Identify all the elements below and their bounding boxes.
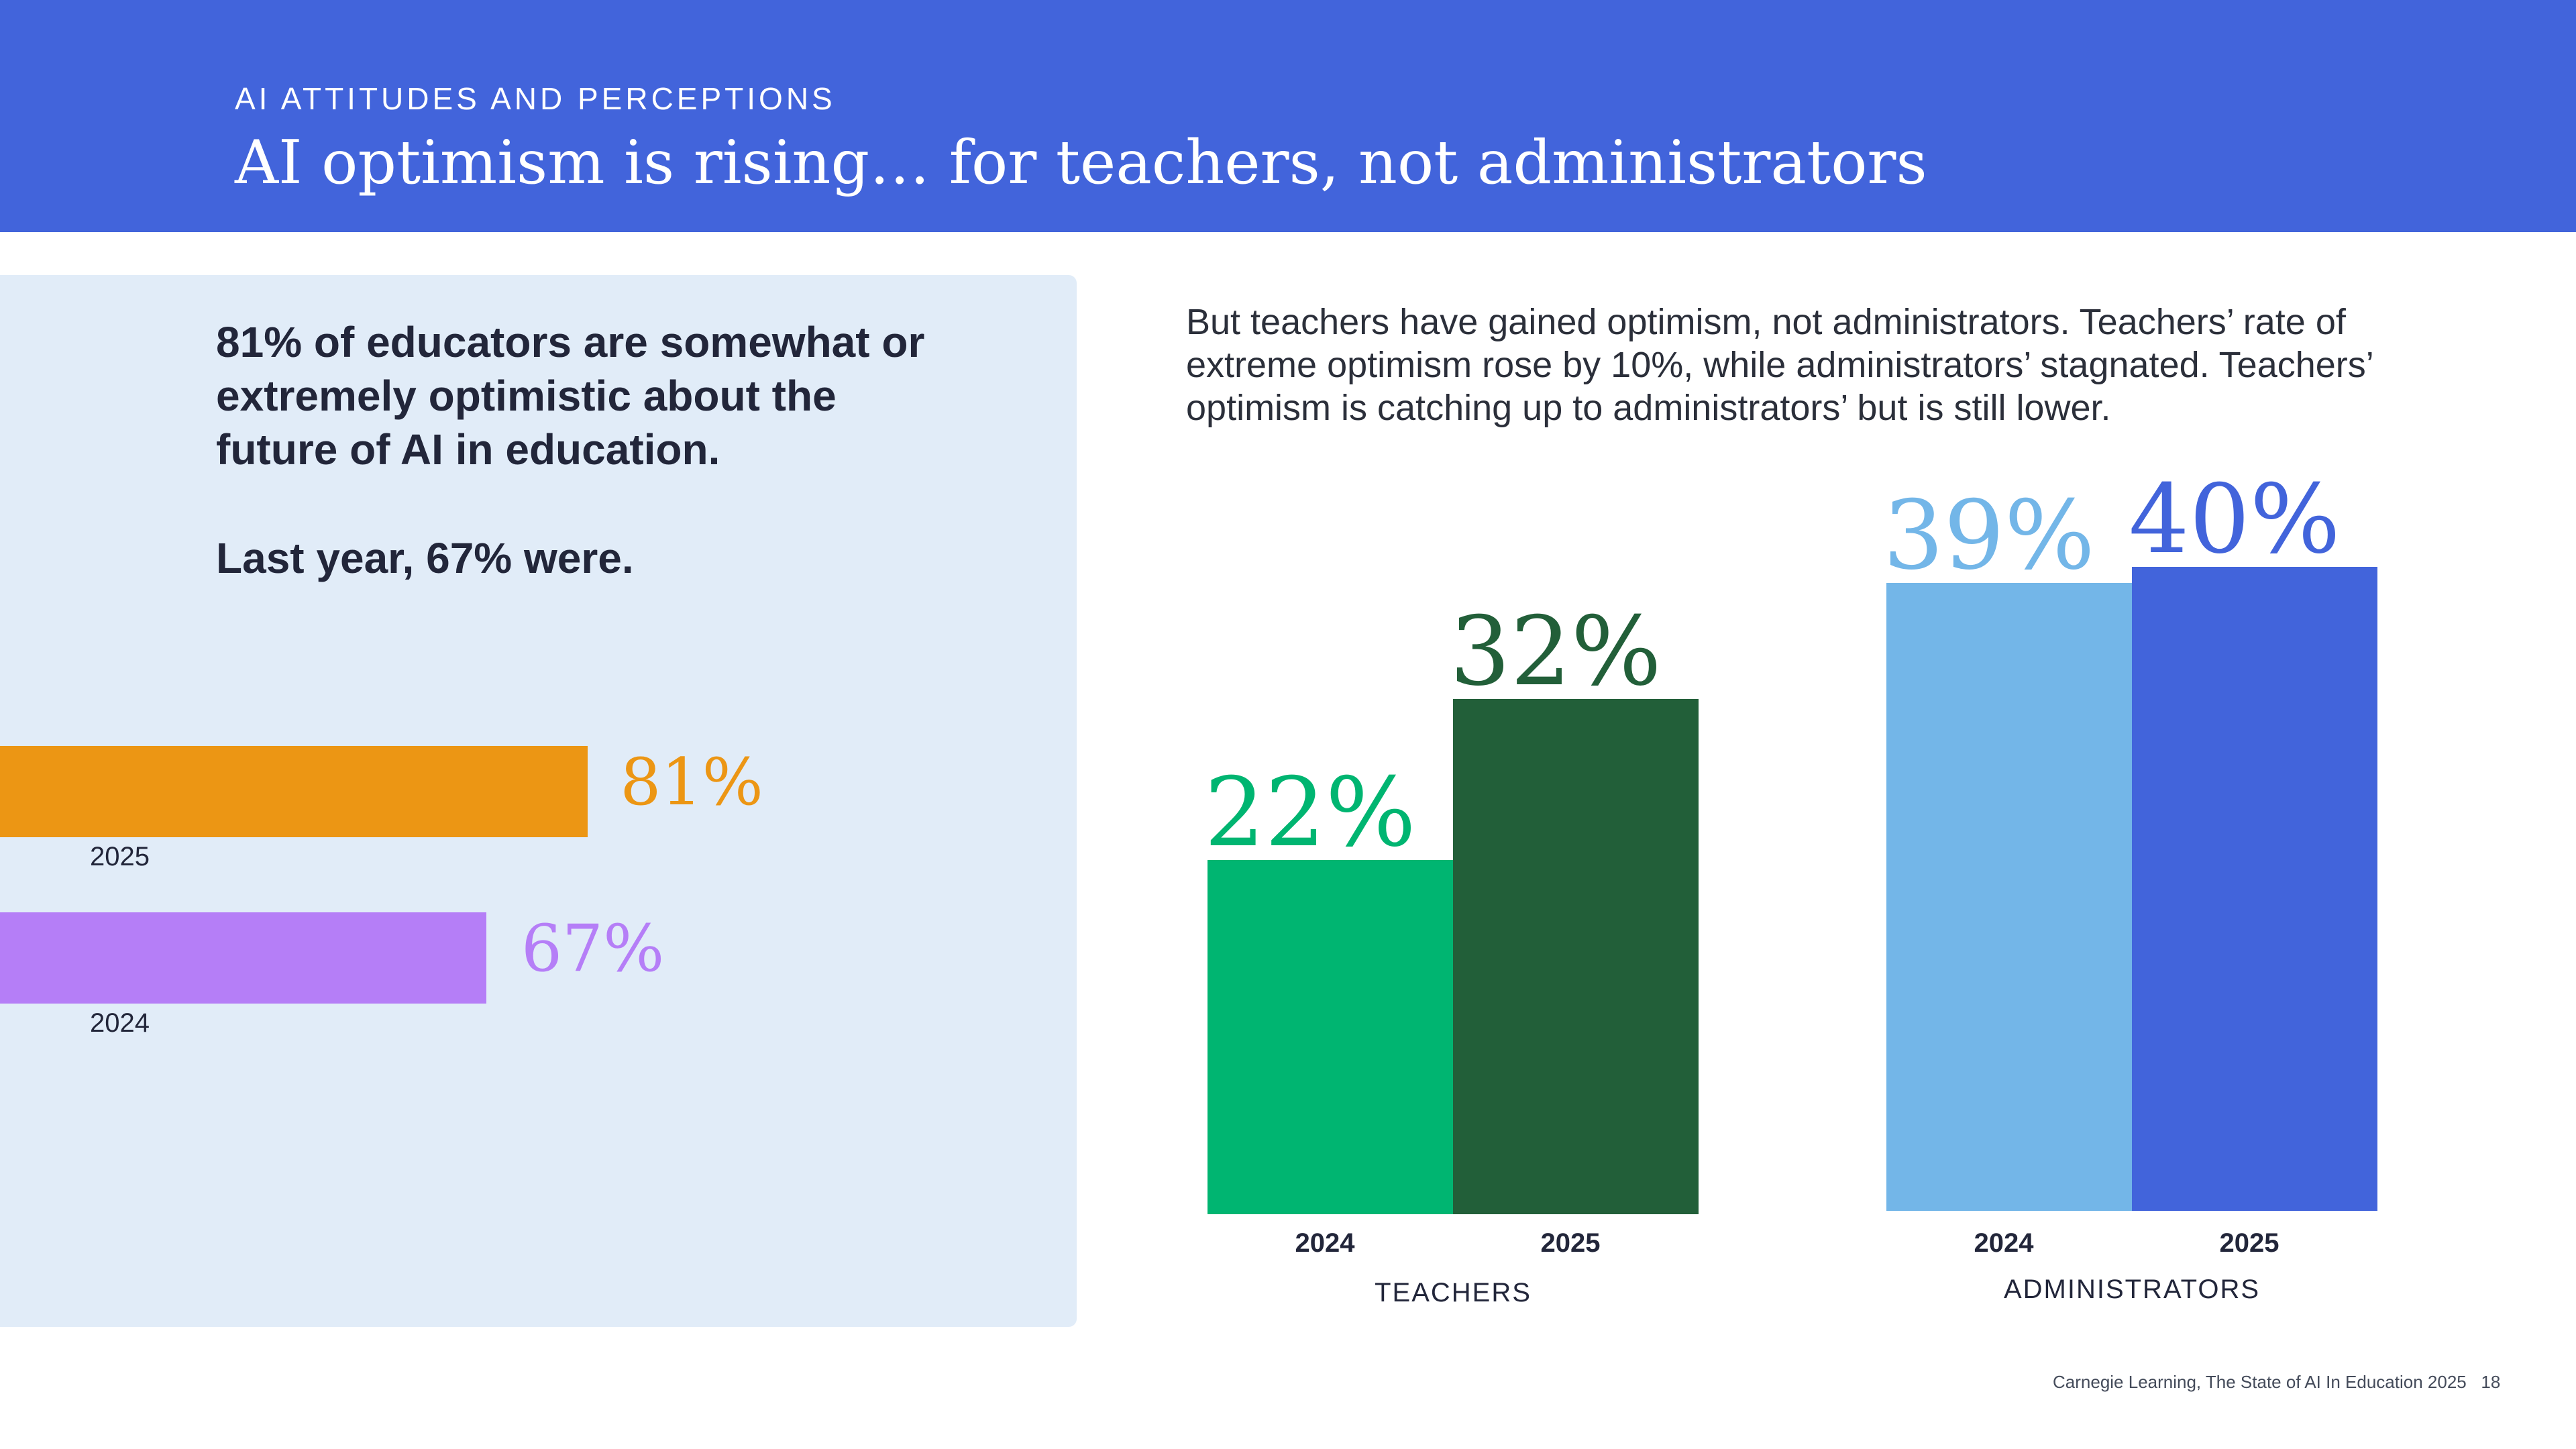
bar-2024-overall	[0, 912, 486, 1004]
summary-statement-main: 81% of educators are somewhat or extreme…	[216, 318, 925, 474]
summary-statement-last-year: Last year, 67% were.	[216, 534, 634, 582]
teachers-2024-tick: 2024	[1295, 1228, 1356, 1258]
administrators-2024-value: 39%	[1883, 480, 2095, 591]
footer-source: Carnegie Learning, The State of AI In Ed…	[2053, 1372, 2500, 1393]
bar-2025-overall-year: 2025	[90, 842, 150, 871]
bar-2024-overall-value: 67%	[521, 911, 665, 986]
teachers-group-label: TEACHERS	[1375, 1278, 1532, 1307]
teachers-2025-bar	[1453, 699, 1699, 1214]
teachers-2024-value: 22%	[1204, 757, 1416, 868]
administrators-2025-bar	[2132, 567, 2377, 1211]
bar-2025-overall-value: 81%	[620, 745, 763, 820]
administrators-2025-tick: 2025	[2220, 1228, 2279, 1258]
teachers-2025-tick: 2025	[1541, 1228, 1601, 1258]
summary-statement: 81% of educators are somewhat or extreme…	[216, 315, 954, 585]
teachers-2024-bar	[1208, 860, 1453, 1214]
bar-2025-overall	[0, 746, 588, 837]
section-eyebrow: AI ATTITUDES AND PERCEPTIONS	[235, 81, 836, 116]
bar-2024-overall-year: 2024	[90, 1008, 150, 1038]
footer-source-text: Carnegie Learning, The State of AI In Ed…	[2053, 1372, 2467, 1392]
page-title: AI optimism is rising… for teachers, not…	[235, 127, 1927, 198]
chart-description: But teachers have gained optimism, not a…	[1186, 302, 2373, 428]
administrators-2024-tick: 2024	[1974, 1228, 2035, 1258]
teachers-2025-value: 32%	[1450, 596, 1662, 707]
header-banner: AI ATTITUDES AND PERCEPTIONS AI optimism…	[0, 0, 2576, 232]
administrators-group-label: ADMINISTRATORS	[2004, 1275, 2260, 1304]
administrators-2024-bar	[1886, 583, 2132, 1211]
page-number: 18	[2481, 1372, 2501, 1392]
administrators-2025-value: 40%	[2129, 464, 2341, 575]
